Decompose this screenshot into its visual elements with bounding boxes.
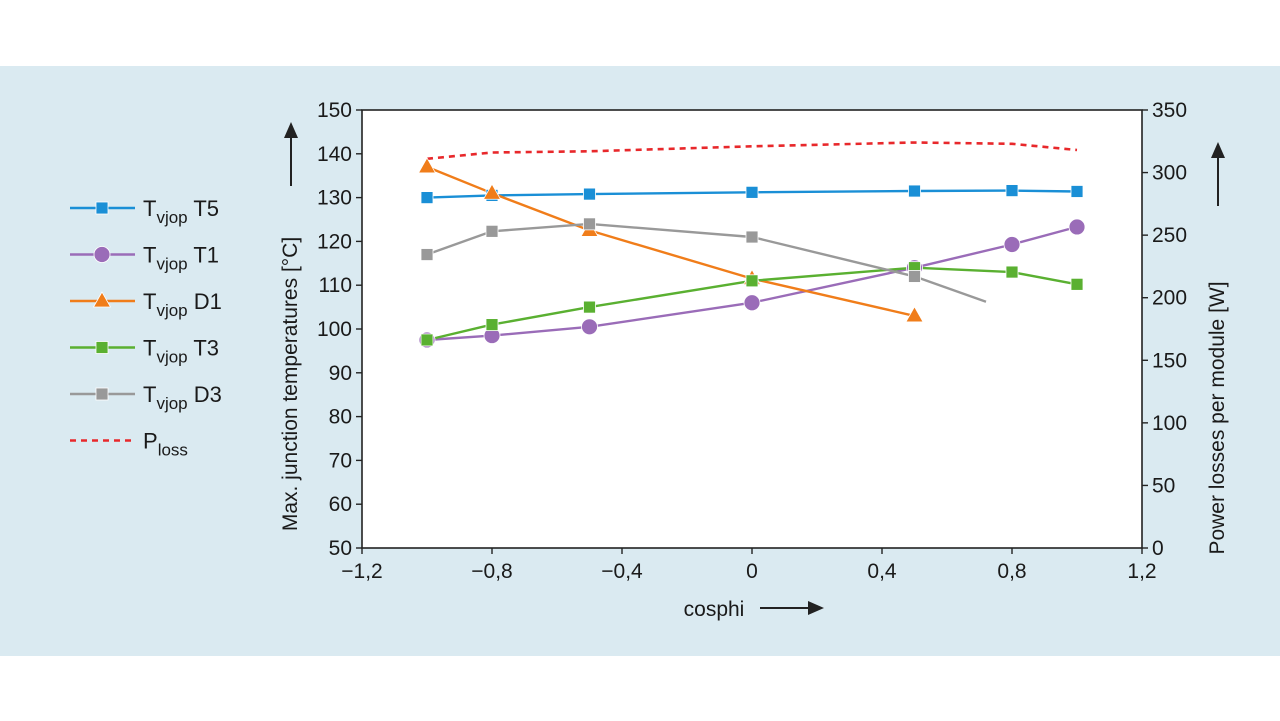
y-right-axis-arrow-head [1211, 142, 1225, 158]
y-left-tick-label: 140 [317, 143, 352, 166]
chart-svg: cosphi Max. junction temperatures [°C] Pow… [70, 99, 1229, 621]
y-right-tick-label: 250 [1152, 224, 1187, 247]
legend-label: Tvjop T1 [143, 243, 219, 274]
legend-swatch-marker [95, 341, 109, 354]
x-tick-label: 0,8 [997, 560, 1026, 583]
data-point-t1 [1003, 236, 1021, 253]
y-left-tick-label: 80 [329, 406, 352, 429]
y-right-tick-label: 300 [1152, 162, 1187, 185]
data-point-t3 [420, 333, 434, 347]
y-left-axis-arrow-head [284, 122, 298, 138]
y-left-tick-label: 150 [317, 99, 352, 122]
legend-entry-d1: Tvjop D1 [70, 289, 222, 320]
data-point-t3 [1070, 277, 1084, 291]
y-left-tick-label: 110 [319, 274, 352, 297]
data-point-t3 [745, 274, 759, 288]
y-left-tick-label: 70 [329, 449, 352, 472]
data-point-d1 [905, 306, 924, 323]
y-right-tick-label: 200 [1152, 287, 1187, 310]
legend-label: Ploss [143, 429, 188, 460]
legend-label: Tvjop T3 [143, 336, 219, 367]
legend-swatch-marker [95, 201, 109, 215]
data-point-t3 [583, 300, 596, 314]
legend-swatch-marker [93, 246, 111, 263]
y-left-tick-label: 60 [329, 493, 352, 516]
x-axis-title: cosphi [684, 598, 745, 621]
legend-label: Tvjop D3 [143, 382, 222, 413]
y-right-tick-label: 100 [1152, 412, 1187, 435]
y-left-tick-label: 100 [317, 318, 352, 341]
legend-entry-t5: Tvjop T5 [70, 196, 219, 227]
data-point-t1 [743, 294, 761, 312]
data-point-d3 [745, 230, 759, 244]
data-point-t3 [485, 318, 499, 332]
x-tick-label: −0,8 [471, 560, 512, 583]
legend-swatch-marker [92, 291, 112, 308]
data-point-d3 [908, 270, 921, 283]
y-left-tick-label: 120 [317, 230, 352, 253]
data-point-t5 [1005, 184, 1019, 197]
data-point-t3 [1005, 265, 1019, 279]
legend-entry-d3: Tvjop D3 [70, 382, 222, 413]
data-point-t5 [420, 191, 434, 204]
data-point-d1 [482, 183, 502, 200]
data-point-d3 [420, 248, 434, 261]
y-right-tick-label: 350 [1152, 99, 1187, 122]
x-tick-label: 0 [746, 560, 758, 583]
y-left-tick-label: 90 [329, 362, 352, 385]
legend-entry-loss: Ploss [70, 429, 188, 460]
data-point-t5 [1070, 185, 1084, 198]
legend-entry-t1: Tvjop T1 [70, 243, 219, 274]
y-right-tick-label: 150 [1152, 349, 1187, 372]
data-point-t1 [1068, 218, 1086, 236]
series-line-loss [426, 141, 1078, 161]
data-point-d1 [417, 157, 437, 174]
y-left-axis-title: Max. junction temperatures [°C] [279, 237, 302, 531]
data-point-d3 [485, 224, 499, 238]
y-right-axis-title: Power losses per module [W] [1206, 281, 1229, 554]
x-tick-label: −0,4 [601, 560, 643, 583]
legend-entry-t3: Tvjop T3 [70, 336, 219, 367]
figure-panel: cosphi Max. junction temperatures [°C] Pow… [0, 66, 1280, 656]
data-point-t5 [745, 185, 759, 199]
x-tick-label: 0,4 [867, 560, 897, 583]
y-right-tick-label: 50 [1152, 474, 1175, 497]
legend-label: Tvjop D1 [143, 289, 222, 320]
legend-swatch-marker [95, 387, 109, 401]
plot-area [362, 110, 1142, 548]
x-axis-arrow-head [808, 601, 824, 615]
y-left-tick-label: 50 [329, 537, 352, 560]
y-right-tick-label: 0 [1152, 537, 1164, 560]
data-point-d3 [583, 217, 596, 231]
series-line-d3 [426, 222, 987, 303]
data-point-t1 [581, 318, 598, 336]
legend-label: Tvjop T5 [143, 196, 219, 227]
x-tick-label: 1,2 [1127, 560, 1156, 583]
data-point-t5 [908, 184, 921, 198]
y-left-tick-label: 130 [317, 187, 352, 210]
data-point-t5 [583, 187, 596, 201]
x-tick-label: −1,2 [341, 560, 382, 583]
